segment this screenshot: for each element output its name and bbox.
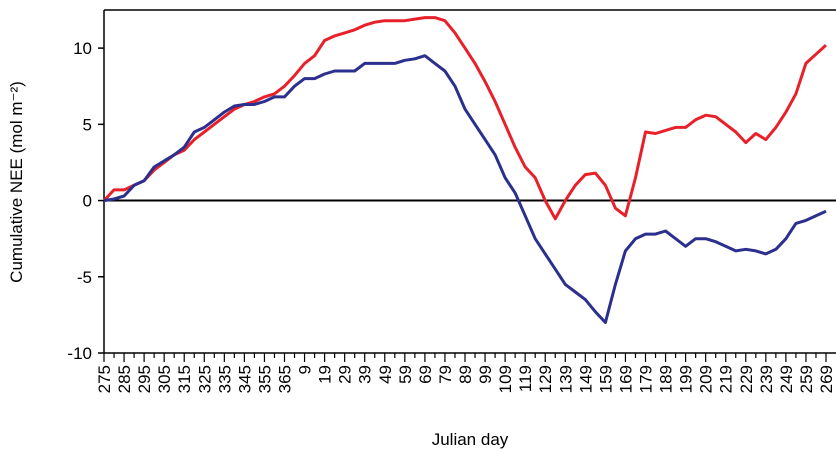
x-tick-label: 219 <box>717 365 736 393</box>
y-axis-title: Cumulative NEE (mol m⁻²) <box>7 81 26 283</box>
y-tick-label: 5 <box>83 115 92 134</box>
x-tick-label: 19 <box>316 365 335 384</box>
x-tick-label: 89 <box>456 365 475 384</box>
x-tick-label: 159 <box>596 365 615 393</box>
x-tick-label: 249 <box>777 365 796 393</box>
x-tick-label: 29 <box>336 365 355 384</box>
y-tick-label: -5 <box>77 268 92 287</box>
data-line <box>102 16 828 221</box>
x-tick-label: 9 <box>296 365 315 374</box>
x-tick-label: 139 <box>556 365 575 393</box>
x-tick-label: 259 <box>797 365 816 393</box>
x-tick-label: 69 <box>416 365 435 384</box>
x-tick-label: 119 <box>516 365 535 392</box>
x-tick-label: 365 <box>276 365 295 393</box>
x-tick-label: 269 <box>817 365 836 393</box>
x-tick-label: 239 <box>757 365 776 393</box>
x-tick-label: 59 <box>396 365 415 384</box>
x-tick-label: 129 <box>536 365 555 393</box>
x-tick-label: 199 <box>677 365 696 393</box>
x-tick-label: 305 <box>155 365 174 393</box>
x-tick-label: 149 <box>576 365 595 393</box>
x-tick-label: 99 <box>476 365 495 384</box>
x-tick-label: 325 <box>195 365 214 393</box>
x-tick-label: 189 <box>657 365 676 393</box>
x-tick-label: 79 <box>436 365 455 384</box>
y-tick-label: -10 <box>67 344 92 363</box>
x-tick-label: 49 <box>376 365 395 384</box>
data-line <box>103 54 827 324</box>
y-tick-label: 0 <box>83 192 92 211</box>
x-tick-label: 335 <box>215 365 234 393</box>
x-tick-label: 285 <box>115 365 134 393</box>
x-tick-label: 179 <box>637 365 656 393</box>
x-tick-label: 169 <box>616 365 635 393</box>
x-tick-label: 315 <box>175 365 194 393</box>
x-tick-label: 209 <box>697 365 716 393</box>
x-tick-label: 109 <box>496 365 515 393</box>
x-tick-label: 295 <box>135 365 154 393</box>
x-tick-label: 355 <box>255 365 274 393</box>
x-tick-label: 39 <box>356 365 375 384</box>
x-axis-title: Julian day <box>432 430 509 449</box>
y-tick-label: 10 <box>73 39 92 58</box>
x-tick-label: 275 <box>95 365 114 393</box>
x-tick-label: 345 <box>235 365 254 393</box>
x-tick-label: 229 <box>737 365 756 393</box>
